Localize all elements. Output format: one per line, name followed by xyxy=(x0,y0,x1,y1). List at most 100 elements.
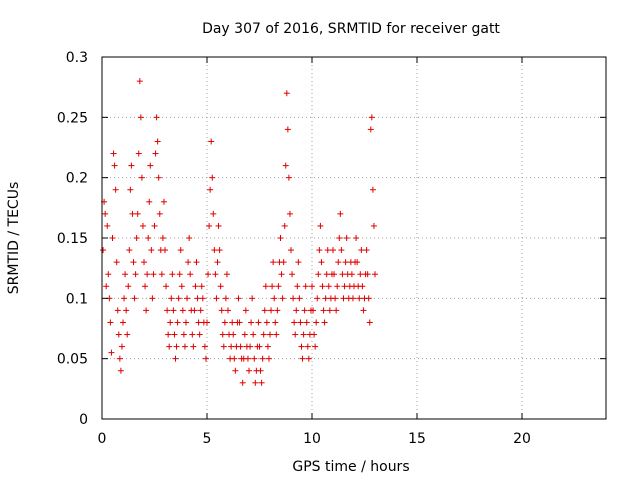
data-point xyxy=(249,295,256,302)
data-point xyxy=(175,295,182,302)
data-point xyxy=(147,162,154,169)
data-point xyxy=(289,271,296,278)
data-point xyxy=(183,319,189,326)
data-point xyxy=(191,307,198,314)
chart-title: Day 307 of 2016, SRMTID for receiver gat… xyxy=(202,21,500,37)
data-point xyxy=(237,343,244,350)
data-point xyxy=(218,307,225,314)
data-point xyxy=(315,271,322,278)
data-point xyxy=(178,283,185,290)
data-point xyxy=(115,331,122,338)
data-point xyxy=(108,349,115,356)
data-point xyxy=(111,162,118,169)
data-point xyxy=(248,319,255,326)
data-point xyxy=(151,222,158,229)
data-point xyxy=(251,355,258,362)
data-point xyxy=(271,295,278,302)
data-point xyxy=(104,222,111,229)
data-point xyxy=(280,259,287,266)
data-point xyxy=(336,235,343,241)
data-point xyxy=(292,331,299,338)
data-point xyxy=(360,307,367,314)
axis-ticks xyxy=(101,56,606,420)
data-point xyxy=(256,343,263,350)
data-point xyxy=(270,259,277,266)
data-point xyxy=(275,283,282,290)
data-point xyxy=(366,319,373,326)
data-point xyxy=(334,283,341,290)
data-point xyxy=(129,210,136,217)
data-point xyxy=(322,295,329,302)
data-point xyxy=(189,331,196,338)
data-point xyxy=(110,150,117,157)
data-point xyxy=(136,78,143,85)
data-point xyxy=(142,283,149,290)
data-point xyxy=(177,247,184,254)
y-tick-labels: 0 0.05 0.1 0.15 0.2 0.25 0.3 xyxy=(57,50,88,428)
y-axis-label: SRMTID / TECUs xyxy=(6,182,22,295)
data-point xyxy=(358,247,365,254)
data-point xyxy=(297,319,304,326)
data-point xyxy=(214,259,221,266)
data-point xyxy=(209,174,216,181)
data-point xyxy=(145,235,152,241)
data-point xyxy=(116,355,123,362)
data-point xyxy=(262,283,269,290)
data-point xyxy=(127,186,134,193)
data-point xyxy=(279,295,286,302)
data-point xyxy=(267,331,273,338)
data-point xyxy=(357,271,364,278)
x-tick-labels: 0 5 10 15 20 xyxy=(98,431,531,447)
data-point xyxy=(313,319,320,326)
x-tick-label: 5 xyxy=(203,431,212,447)
data-point xyxy=(314,295,321,302)
data-point xyxy=(117,367,124,374)
data-point xyxy=(288,247,294,254)
data-point xyxy=(208,138,215,145)
data-point xyxy=(241,331,248,338)
data-point xyxy=(193,259,200,266)
data-point xyxy=(332,295,339,302)
data-point xyxy=(333,307,340,314)
data-point xyxy=(274,307,281,314)
data-point xyxy=(215,222,222,229)
data-point xyxy=(223,271,230,278)
data-point xyxy=(231,355,238,362)
data-point xyxy=(222,295,229,302)
data-point xyxy=(196,331,203,338)
data-point xyxy=(318,259,325,266)
data-point xyxy=(143,307,150,314)
data-point xyxy=(207,186,214,193)
y-tick-label: 0.15 xyxy=(57,231,88,247)
data-point xyxy=(118,343,125,350)
data-point xyxy=(343,235,350,241)
data-point xyxy=(174,319,181,326)
data-point xyxy=(337,210,344,217)
data-point xyxy=(158,271,165,278)
data-point xyxy=(319,283,326,290)
data-point xyxy=(114,307,121,314)
data-point xyxy=(154,138,161,145)
data-point xyxy=(323,271,330,278)
data-point xyxy=(260,331,267,338)
data-point xyxy=(312,343,319,350)
data-point xyxy=(246,367,252,374)
data-point xyxy=(100,247,107,254)
data-point xyxy=(258,379,265,386)
data-point xyxy=(264,343,271,350)
data-point xyxy=(198,283,205,290)
data-point xyxy=(325,283,332,290)
data-point xyxy=(180,331,187,338)
data-point xyxy=(167,319,174,326)
data-point xyxy=(138,174,145,181)
data-point xyxy=(300,331,307,338)
data-point xyxy=(181,343,188,350)
data-point xyxy=(370,222,377,229)
data-point xyxy=(150,271,157,278)
data-point xyxy=(295,259,302,266)
data-point xyxy=(172,355,179,362)
data-point xyxy=(338,247,345,254)
data-point xyxy=(282,162,289,169)
data-point xyxy=(219,331,226,338)
